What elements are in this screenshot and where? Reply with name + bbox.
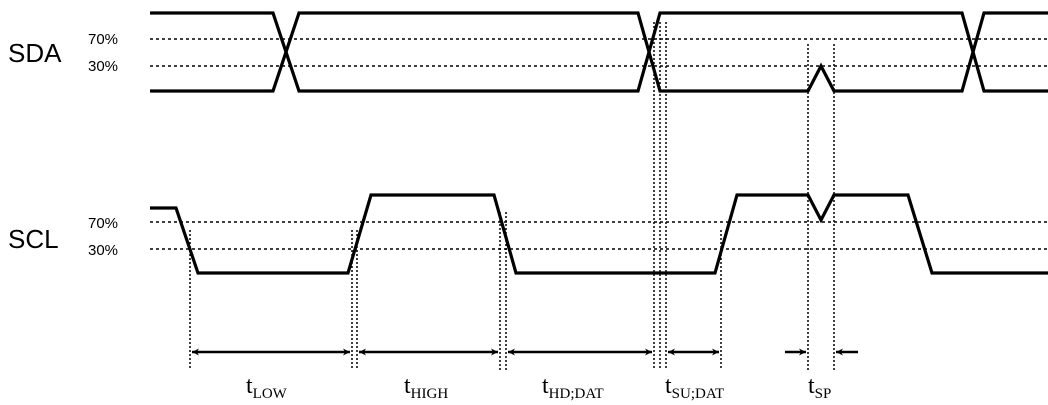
scl-70-label: 70% <box>88 215 118 232</box>
scl-label: SCL <box>8 224 59 254</box>
t-su-dat-label: tSU;DAT <box>665 373 724 402</box>
t-low-label: tLOW <box>246 373 288 402</box>
sda-label: SDA <box>8 38 62 68</box>
scl-waveform <box>150 193 1048 275</box>
sda-70-label: 70% <box>88 31 118 48</box>
scl-30-label: 30% <box>88 242 118 259</box>
t-high-label: tHIGH <box>404 373 448 402</box>
timing-guides <box>189 22 835 370</box>
sda-waveform-lower <box>150 11 1048 93</box>
sda-30-label: 30% <box>88 58 118 75</box>
t-hd-dat-label: tHD;DAT <box>542 373 604 402</box>
t-sp-label: tSP <box>808 373 831 402</box>
